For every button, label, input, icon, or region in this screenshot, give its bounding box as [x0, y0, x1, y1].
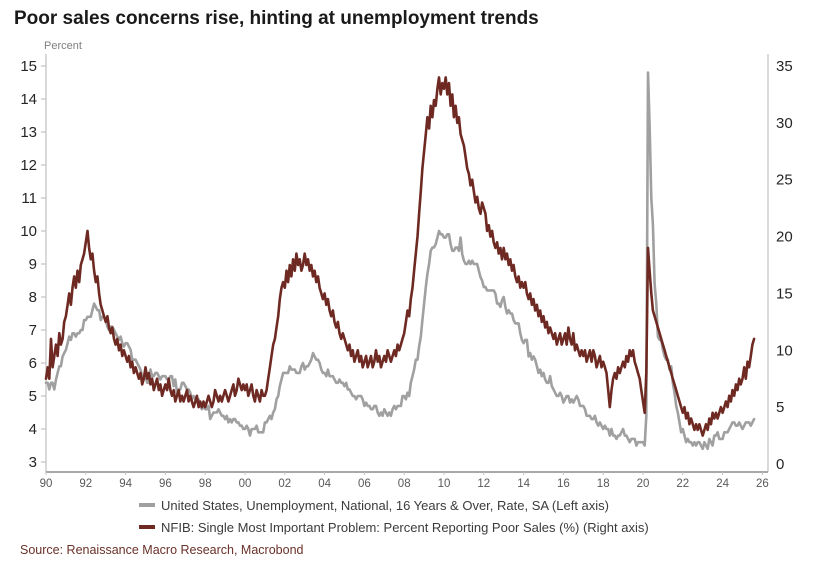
x-axis-tick-label: 22: [676, 478, 689, 490]
legend-label-poor-sales: NFIB: Single Most Important Problem: Per…: [161, 519, 649, 535]
series-line-poor-sales: [44, 76, 756, 437]
x-axis-tick-label: 04: [318, 478, 331, 490]
x-axis-tick-label: 96: [159, 478, 172, 490]
left-axis-tick-label: 12: [20, 157, 37, 174]
right-axis-tick-label: 20: [776, 229, 793, 246]
legend-item-poor-sales: NFIB: Single Most Important Problem: Per…: [139, 516, 649, 538]
x-axis-tick-label: 02: [278, 478, 291, 490]
page-title: Poor sales concerns rise, hinting at une…: [14, 8, 539, 29]
legend: United States, Unemployment, National, 1…: [139, 494, 649, 538]
axis-unit-label: Percent: [44, 40, 82, 52]
left-axis-tick-label: 6: [29, 355, 37, 372]
right-axis-tick-label: 15: [776, 285, 793, 302]
right-axis-tick-label: 25: [776, 172, 793, 189]
unemployment-line-swatch-icon: [139, 503, 155, 507]
x-axis-tick-label: 24: [716, 478, 729, 490]
x-axis-tick-label: 12: [477, 478, 490, 490]
x-axis-tick-label: 16: [557, 478, 570, 490]
right-axis-tick-label: 10: [776, 342, 793, 359]
source-note: Source: Renaissance Macro Research, Macr…: [20, 543, 304, 557]
x-axis-tick-label: 94: [119, 478, 132, 490]
right-axis-tick-label: 35: [776, 58, 793, 75]
left-axis-tick-label: 14: [20, 91, 37, 108]
left-axis-tick-label: 8: [29, 289, 37, 306]
left-axis-tick-label: 15: [20, 58, 37, 75]
x-axis-tick-label: 18: [597, 478, 610, 490]
x-axis-tick-label: 92: [79, 478, 92, 490]
x-axis-tick-label: 10: [438, 478, 451, 490]
series-line-unemployment: [44, 71, 756, 451]
right-axis-tick-label: 0: [776, 456, 784, 473]
legend-label-unemployment: United States, Unemployment, National, 1…: [161, 497, 610, 513]
poor-sales-line-swatch-icon: [139, 525, 155, 529]
right-axis-tick-label: 5: [776, 399, 784, 416]
x-axis-tick-label: 00: [239, 478, 252, 490]
legend-item-unemployment: United States, Unemployment, National, 1…: [139, 494, 649, 516]
left-axis-tick-label: 4: [29, 421, 37, 438]
x-axis-tick-label: 98: [199, 478, 212, 490]
left-axis-tick-label: 9: [29, 256, 37, 273]
x-axis-tick-label: 90: [40, 478, 53, 490]
x-axis-tick-label: 20: [637, 478, 650, 490]
left-axis-tick-label: 3: [29, 454, 37, 471]
left-axis-tick-label: 7: [29, 322, 37, 339]
x-axis-tick-label: 08: [398, 478, 411, 490]
left-axis-tick-label: 10: [20, 223, 37, 240]
x-axis-tick-label: 26: [756, 478, 769, 490]
left-axis-tick-label: 11: [21, 190, 37, 207]
left-axis-tick-label: 5: [29, 388, 37, 405]
right-axis-tick-label: 30: [776, 115, 793, 132]
x-axis-tick-label: 14: [517, 478, 530, 490]
x-axis-tick-label: 06: [358, 478, 371, 490]
left-axis-tick-label: 13: [20, 124, 37, 141]
